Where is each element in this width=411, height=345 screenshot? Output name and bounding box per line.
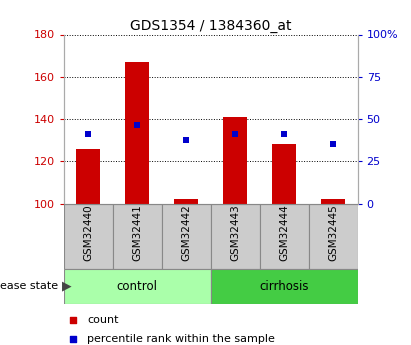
Text: GSM32442: GSM32442: [181, 205, 191, 262]
Text: percentile rank within the sample: percentile rank within the sample: [87, 334, 275, 344]
Point: [85, 131, 92, 137]
Text: GSM32444: GSM32444: [279, 205, 289, 262]
Text: control: control: [117, 280, 158, 293]
Bar: [64, 204, 113, 269]
Text: GSM32443: GSM32443: [230, 205, 240, 262]
Text: GSM32445: GSM32445: [328, 205, 338, 262]
Bar: [211, 269, 358, 304]
Bar: [76, 149, 100, 204]
Bar: [223, 117, 247, 204]
Point: [69, 317, 76, 322]
Bar: [113, 204, 162, 269]
Bar: [125, 62, 150, 204]
Bar: [260, 204, 309, 269]
Text: count: count: [87, 315, 119, 325]
Bar: [211, 204, 260, 269]
Bar: [309, 204, 358, 269]
Bar: [321, 199, 345, 204]
Title: GDS1354 / 1384360_at: GDS1354 / 1384360_at: [130, 19, 291, 33]
Point: [69, 337, 76, 342]
Text: cirrhosis: cirrhosis: [259, 280, 309, 293]
Text: ▶: ▶: [62, 280, 71, 293]
Text: GSM32440: GSM32440: [83, 205, 93, 262]
Point: [281, 131, 287, 137]
Bar: [272, 144, 296, 204]
Point: [330, 141, 336, 147]
Point: [183, 137, 189, 143]
Point: [134, 122, 141, 128]
Bar: [174, 199, 199, 204]
Text: GSM32441: GSM32441: [132, 205, 142, 262]
Point: [232, 131, 238, 137]
Text: disease state: disease state: [0, 282, 62, 291]
Bar: [64, 269, 210, 304]
Bar: [162, 204, 211, 269]
